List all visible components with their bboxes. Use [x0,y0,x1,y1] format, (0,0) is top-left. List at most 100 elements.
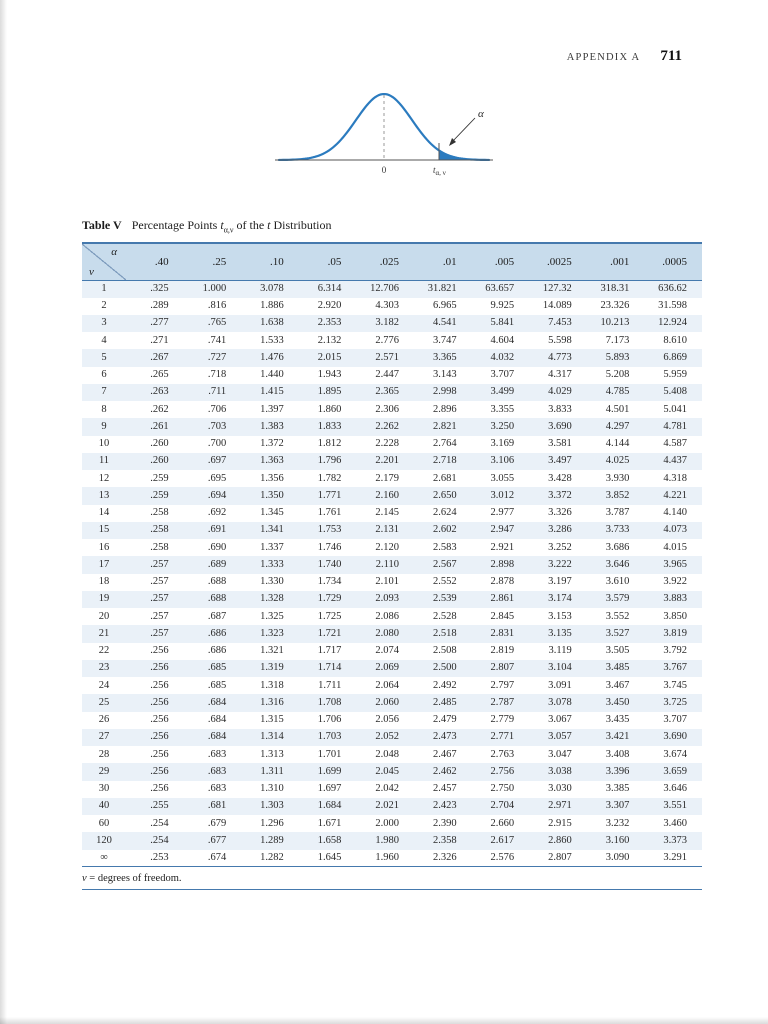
table-row: 20 .257 .687 1.325 1.725 2.086 2.528 2.845 3.153… [82,608,702,625]
t-value-cell: 2.179 [375,472,399,484]
df-cell: 9 [101,420,107,432]
t-value-cell: 3.091 [548,679,572,691]
df-cell: 7 [101,386,107,398]
t-value-cell: 2.479 [432,714,457,726]
t-value-cell: 3.291 [663,851,687,863]
t-value-cell: .706 [207,403,227,415]
t-value-cell: 8.610 [663,334,687,346]
t-value-cell: 4.587 [663,438,687,450]
table-row: 13 .259 .694 1.350 1.771 2.160 2.650 3.012 3.372… [82,487,702,505]
t-value-cell: 3.428 [548,472,572,484]
t-value-cell: 9.925 [490,300,515,312]
df-cell: ∞ [100,851,108,863]
t-value-cell: 4.032 [490,351,515,363]
t-value-cell: 3.610 [605,576,630,588]
t-value-cell: 3.355 [490,403,515,415]
table-row: 16 .258 .690 1.337 1.746 2.120 2.583 2.921 3.252… [82,539,702,556]
t-value-cell: 1.318 [260,679,284,691]
df-cell: 16 [98,541,110,553]
t-value-cell: 2.462 [432,765,457,777]
t-value-cell: 2.423 [432,800,457,812]
t-value-cell: 2.998 [432,386,457,398]
t-value-cell: .256 [150,645,169,657]
t-value-cell: 3.552 [605,610,630,622]
t-value-cell: 1.812 [317,438,342,450]
table-row: 1 .325 1.000 3.078 6.314 12.706 31.821 63.657 12… [82,280,702,298]
df-cell: 6 [101,369,107,381]
t-value-cell: 1.289 [260,834,284,846]
bottom-rule-line [82,889,702,891]
t-value-cell: 3.883 [663,593,687,605]
df-cell: 40 [98,800,110,812]
t-value-cell: 2.467 [432,748,457,760]
t-value-cell: 1.833 [317,420,342,432]
t-value-cell: 5.208 [605,369,630,381]
t-value-cell: .684 [207,731,227,743]
t-value-cell: .289 [150,300,169,312]
t-value-cell: 1.330 [260,576,284,588]
t-value-cell: 4.317 [548,369,572,381]
t-value-cell: 7.173 [605,334,630,346]
t-value-cell: 1.860 [317,403,342,415]
t-value-cell: 2.064 [375,679,399,691]
t-value-cell: 1.325 [260,610,284,622]
t-value-cell: 2.845 [490,610,515,622]
t-value-cell: .256 [150,679,169,691]
t-value-cell: .257 [150,576,169,588]
table-row: 15 .258 .691 1.341 1.753 2.131 2.602 2.947 3.286… [82,521,702,540]
t-value-cell: 1.323 [260,627,284,639]
t-value-cell: 2.878 [490,576,515,588]
t-value-cell: .258 [150,524,169,536]
t-value-cell: .257 [150,627,169,639]
t-value-cell: .685 [207,679,227,691]
t-value-cell: .263 [150,386,169,398]
t-value-cell: 2.457 [432,783,457,795]
t-value-cell: 4.073 [663,524,687,536]
t-value-cell: .687 [207,610,227,622]
t-value-cell: 2.508 [432,645,457,657]
t-value-cell: 2.576 [490,851,515,863]
t-value-cell: 3.250 [490,420,515,432]
table-row: 11 .260 .697 1.363 1.796 2.201 2.718 3.106 3.497… [82,452,702,471]
t-value-cell: 1.282 [260,851,284,863]
t-value-cell: 1.721 [317,627,342,639]
t-value-cell: 12.706 [370,283,399,295]
t-value-cell: .253 [150,851,169,863]
t-value-cell: 3.435 [605,714,630,726]
t-value-cell: 3.850 [663,610,687,622]
t-value-cell: 2.571 [375,351,399,363]
df-cell: 23 [98,662,110,674]
df-cell: 13 [98,489,110,501]
t-value-cell: .261 [150,420,169,432]
t-value-cell: 2.861 [490,593,515,605]
t-value-cell: 3.365 [432,351,457,363]
table-section: Table V Percentage Points tα,ν of the t D… [82,218,702,891]
df-cell: 25 [98,696,110,708]
t-value-cell: 2.771 [490,731,515,743]
table-row: 24 .256 .685 1.318 1.711 2.064 2.492 2.797 3.091… [82,677,702,694]
t-value-cell: 4.501 [605,403,630,415]
df-cell: 24 [98,679,110,691]
t-value-cell: .692 [207,507,227,519]
t-value-cell: .686 [207,627,227,639]
t-value-cell: 1.729 [317,593,342,605]
t-value-cell: 3.160 [605,834,630,846]
t-value-cell: 3.222 [548,558,572,570]
t-value-cell: 3.467 [605,679,630,691]
df-cell: 4 [101,334,107,346]
t-value-cell: .695 [207,472,227,484]
t-value-cell: 2.485 [432,696,457,708]
t-value-cell: .684 [207,696,227,708]
t-value-cell: 14.089 [542,300,572,312]
t-value-cell: .686 [207,645,227,657]
t-value-cell: .727 [207,351,227,363]
page-edge-shadow-bottom [0,1017,768,1024]
t-value-cell: 1.717 [317,645,342,657]
table-row: 25 .256 .684 1.316 1.708 2.060 2.485 2.787 3.078… [82,694,702,712]
t-value-cell: 1.303 [260,800,284,812]
table-row: 30 .256 .683 1.310 1.697 2.042 2.457 2.750 3.030… [82,781,702,798]
t-distribution-table: α ν .40 .25 .10 .05 .025 .01 .005 .0025 .001 .000… [82,242,702,868]
t-value-cell: 6.314 [317,283,342,295]
t-value-cell: .697 [207,455,227,467]
t-value-cell: 2.052 [375,731,399,743]
